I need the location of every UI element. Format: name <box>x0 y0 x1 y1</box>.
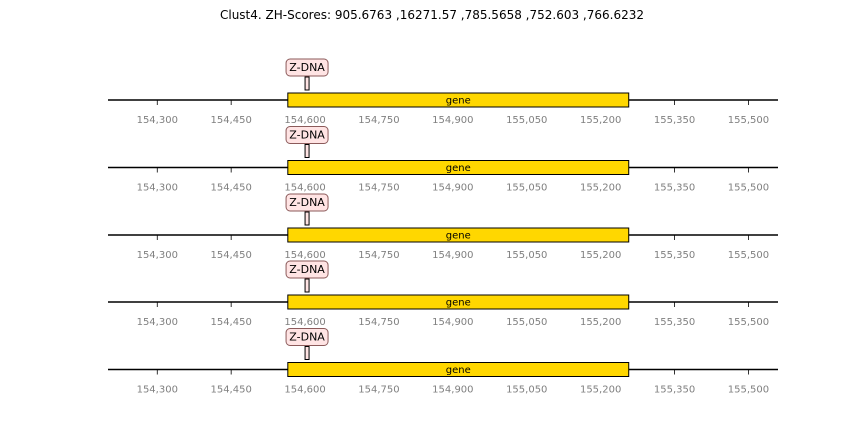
tick-label: 155,500 <box>728 115 769 126</box>
tick-label: 154,450 <box>210 385 251 396</box>
tick-label: 155,050 <box>506 250 547 261</box>
tick-label: 154,600 <box>284 385 325 396</box>
tick-label: 154,300 <box>137 317 178 328</box>
tick-label: 154,900 <box>432 317 473 328</box>
gene-box <box>287 227 630 243</box>
tick-label: 155,200 <box>580 317 621 328</box>
z-dna-marker <box>304 346 310 360</box>
tick-label: 154,300 <box>137 183 178 194</box>
tick-label: 155,050 <box>506 317 547 328</box>
tick-label: 155,350 <box>654 115 695 126</box>
tick-label: 154,450 <box>210 115 251 126</box>
tick-label: 155,350 <box>654 250 695 261</box>
gene-box <box>287 294 630 310</box>
gene-box <box>287 92 630 108</box>
tick-label: 155,350 <box>654 317 695 328</box>
tick-label: 154,900 <box>432 115 473 126</box>
tick-label: 155,200 <box>580 250 621 261</box>
gene-box <box>287 160 630 175</box>
tick-label: 155,200 <box>580 183 621 194</box>
tick-label: 155,200 <box>580 115 621 126</box>
gene-label: gene <box>446 231 471 242</box>
tick-label: 154,600 <box>284 250 325 261</box>
z-dna-label: Z-DNA <box>289 61 325 74</box>
tick-label: 154,750 <box>358 317 399 328</box>
z-dna-label: Z-DNA <box>289 263 325 276</box>
tick-label: 154,750 <box>358 115 399 126</box>
z-dna-marker <box>304 278 310 293</box>
tick-label: 154,900 <box>432 250 473 261</box>
track-2: 154,300 154,450 154,600 154,750 154,900 155,0… <box>108 126 778 194</box>
track-5: 154,300 154,450 154,600 154,750 154,900 155,0… <box>108 328 778 396</box>
z-dna-label-box <box>285 328 329 346</box>
tick-label: 155,050 <box>506 385 547 396</box>
z-dna-label: Z-DNA <box>289 331 325 344</box>
track-1: 154,300 154,450 154,600 154,750 154,900 155,0… <box>108 58 778 126</box>
tick-label: 154,600 <box>284 317 325 328</box>
tick-label: 154,750 <box>358 250 399 261</box>
track-3: 154,300 154,450 154,600 154,750 154,900 155,0… <box>108 193 778 261</box>
tick-label: 154,450 <box>210 250 251 261</box>
tick-label: 155,200 <box>580 385 621 396</box>
tick-label: 154,450 <box>210 317 251 328</box>
tick-label: 154,900 <box>432 183 473 194</box>
tick-label: 155,500 <box>728 250 769 261</box>
tick-label: 155,050 <box>506 183 547 194</box>
tick-label: 154,600 <box>284 183 325 194</box>
z-dna-label-box <box>285 260 329 279</box>
tick-label: 155,500 <box>728 317 769 328</box>
tick-label: 155,350 <box>654 385 695 396</box>
tick-label: 155,050 <box>506 115 547 126</box>
tick-label: 154,900 <box>432 385 473 396</box>
z-dna-marker <box>304 211 310 226</box>
gene-label: gene <box>446 163 471 174</box>
z-dna-label: Z-DNA <box>289 196 325 209</box>
tick-label: 154,300 <box>137 385 178 396</box>
tick-label: 154,750 <box>358 183 399 194</box>
gene-label: gene <box>446 365 471 376</box>
figure-title: Clust4. ZH-Scores: 905.6763 ,16271.57 ,7… <box>219 8 644 22</box>
track-4: 154,300 154,450 154,600 154,750 154,900 155,0… <box>108 260 778 328</box>
tick-label: 155,350 <box>654 183 695 194</box>
tick-label: 154,300 <box>137 250 178 261</box>
tick-label: 154,600 <box>284 115 325 126</box>
gene-box <box>287 362 630 377</box>
z-dna-marker <box>304 76 310 91</box>
tick-label: 154,300 <box>137 115 178 126</box>
tick-label: 154,750 <box>358 385 399 396</box>
z-dna-label-box <box>285 126 329 144</box>
gene-label: gene <box>446 298 471 309</box>
z-dna-label-box <box>285 193 329 212</box>
gene-label: gene <box>446 96 471 107</box>
tick-label: 155,500 <box>728 183 769 194</box>
z-dna-label-box <box>285 58 329 77</box>
z-dna-marker <box>304 144 310 158</box>
tick-label: 155,500 <box>728 385 769 396</box>
z-dna-label: Z-DNA <box>289 129 325 142</box>
tick-label: 154,450 <box>210 183 251 194</box>
